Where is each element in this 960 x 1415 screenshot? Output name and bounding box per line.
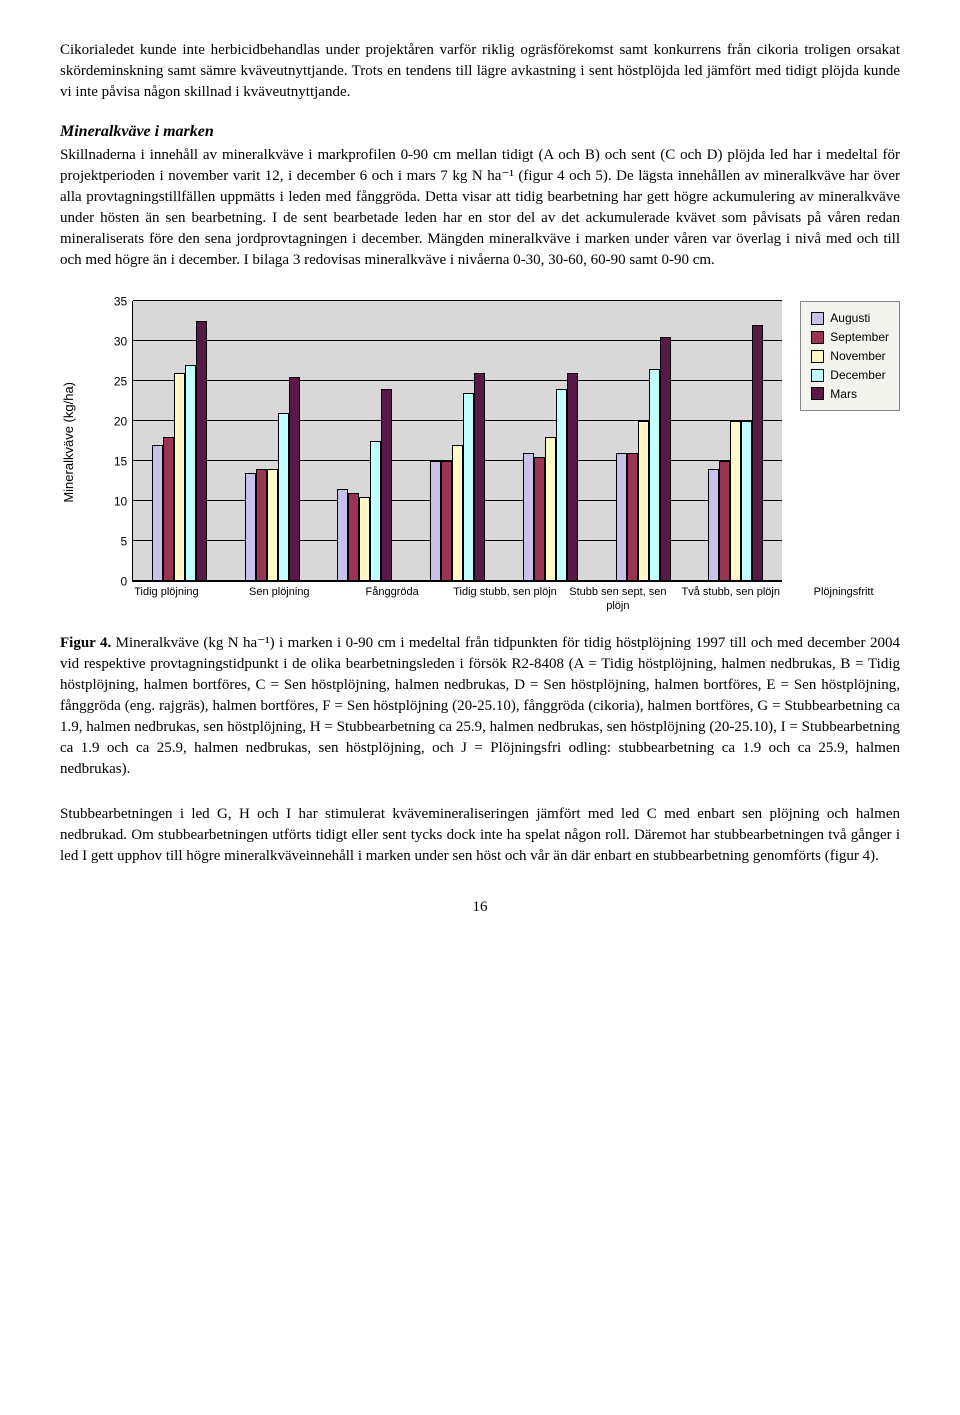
legend-swatch	[811, 369, 824, 382]
bar-group	[616, 337, 671, 581]
legend-item: December	[811, 367, 889, 384]
y-tick-label: 30	[114, 333, 133, 350]
x-axis-label: Sen plöjning	[223, 586, 336, 612]
bar	[719, 461, 730, 581]
y-tick-label: 10	[114, 493, 133, 510]
bar	[174, 373, 185, 581]
bar-group	[430, 373, 485, 581]
bar-group	[245, 377, 300, 581]
bar	[627, 453, 638, 581]
bar	[245, 473, 256, 581]
bar	[463, 393, 474, 581]
bar	[730, 421, 741, 581]
bar	[708, 469, 719, 581]
bar	[430, 461, 441, 581]
bar	[370, 441, 381, 581]
bar	[660, 337, 671, 581]
bar-group	[152, 321, 207, 581]
legend-item: Augusti	[811, 310, 889, 327]
figure-caption: Figur 4. Mineralkväve (kg N ha⁻¹) i mark…	[60, 633, 900, 780]
y-axis-label: Mineralkväve (kg/ha)	[60, 382, 78, 503]
caption-prefix: Figur 4.	[60, 635, 111, 651]
intro-paragraph: Cikorialedet kunde inte herbicidbehandla…	[60, 40, 900, 103]
legend-item: September	[811, 329, 889, 346]
bar	[534, 457, 545, 581]
bar	[256, 469, 267, 581]
x-axis-label: Tidig plöjning	[110, 586, 223, 612]
bar	[359, 497, 370, 581]
caption-body: Mineralkväve (kg N ha⁻¹) i marken i 0-90…	[60, 635, 900, 777]
x-axis-label: Tidig stubb, sen plöjn	[449, 586, 562, 612]
bar	[185, 365, 196, 581]
bar	[348, 493, 359, 581]
y-tick-label: 35	[114, 293, 133, 310]
bar	[741, 421, 752, 581]
y-tick-label: 0	[121, 573, 134, 590]
legend-swatch	[811, 350, 824, 363]
bar	[163, 437, 174, 581]
y-tick-label: 15	[114, 453, 133, 470]
x-axis-label: Fånggröda	[336, 586, 449, 612]
bar	[381, 389, 392, 581]
y-tick-label: 25	[114, 373, 133, 390]
bar	[545, 437, 556, 581]
legend-item: Mars	[811, 386, 889, 403]
bar	[616, 453, 627, 581]
y-tick-label: 20	[114, 413, 133, 430]
bar	[556, 389, 567, 581]
legend-swatch	[811, 331, 824, 344]
section-paragraph: Skillnaderna i innehåll av mineralkväve …	[60, 145, 900, 271]
bar	[196, 321, 207, 581]
bar	[441, 461, 452, 581]
bar	[267, 469, 278, 581]
bar	[452, 445, 463, 581]
final-paragraph: Stubbearbetningen i led G, H och I har s…	[60, 804, 900, 867]
legend-item: November	[811, 348, 889, 365]
section-heading: Mineralkväve i marken	[60, 121, 900, 143]
bar	[474, 373, 485, 581]
mineralkvave-chart: Mineralkväve (kg/ha) 05101520253035 Augu…	[60, 301, 900, 612]
bar-group	[708, 325, 763, 581]
bar	[278, 413, 289, 581]
x-axis-label: Stubb sen sept, sen plöjn	[561, 586, 674, 612]
bar	[567, 373, 578, 581]
chart-legend: Augusti September November December Mars	[800, 301, 900, 411]
x-axis-label: Två stubb, sen plöjn	[674, 586, 787, 612]
y-tick-label: 5	[121, 533, 134, 550]
legend-label: November	[830, 348, 885, 365]
bar	[649, 369, 660, 581]
bar	[152, 445, 163, 581]
bar	[337, 489, 348, 581]
x-axis-label: Plöjningsfritt	[787, 586, 900, 612]
legend-swatch	[811, 387, 824, 400]
page-number: 16	[60, 897, 900, 918]
bar	[523, 453, 534, 581]
bar-group	[523, 373, 578, 581]
legend-swatch	[811, 312, 824, 325]
bar-group	[337, 389, 392, 581]
legend-label: December	[830, 367, 885, 384]
bar	[752, 325, 763, 581]
legend-label: Augusti	[830, 310, 870, 327]
legend-label: Mars	[830, 386, 857, 403]
bar	[289, 377, 300, 581]
legend-label: September	[830, 329, 889, 346]
bar	[638, 421, 649, 581]
